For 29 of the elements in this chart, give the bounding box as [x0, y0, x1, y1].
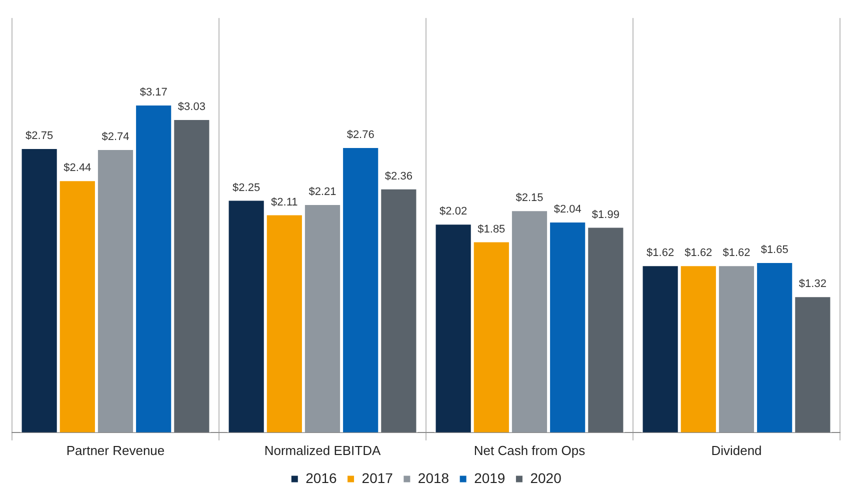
data-label: $2.76: [346, 128, 374, 141]
legend-label: 2018: [418, 470, 450, 486]
data-label: $2.36: [384, 170, 412, 182]
data-label: $1.62: [722, 247, 750, 260]
data-label: $3.17: [140, 86, 168, 99]
legend-label: 2019: [474, 470, 506, 486]
data-label: $2.15: [516, 192, 544, 204]
data-label: $2.04: [554, 204, 582, 216]
data-label: $2.11: [271, 196, 298, 208]
data-label: $2.75: [26, 130, 54, 142]
data-label: $1.65: [760, 244, 788, 256]
x-tick-label: Partner Revenue: [66, 442, 165, 458]
legend-label: 2017: [362, 470, 394, 486]
legend-label: 2020: [530, 470, 562, 486]
data-label: $1.62: [684, 247, 712, 260]
x-tick-label: Net Cash from Ops: [474, 442, 586, 458]
data-label: $1.99: [592, 208, 620, 221]
legend-label: 2016: [306, 470, 337, 486]
data-label: $2.25: [232, 182, 260, 194]
data-label: $2.21: [308, 186, 336, 198]
data-label: $2.44: [64, 162, 92, 174]
data-label: $1.32: [798, 278, 826, 290]
data-label: $3.03: [178, 101, 206, 114]
data-label: $1.85: [478, 223, 506, 236]
data-label: $2.74: [102, 131, 130, 144]
data-label: $2.02: [440, 206, 468, 218]
x-tick-label: Dividend: [711, 442, 762, 458]
x-tick-label: Normalized EBITDA: [264, 442, 381, 458]
data-label: $1.62: [646, 247, 674, 260]
